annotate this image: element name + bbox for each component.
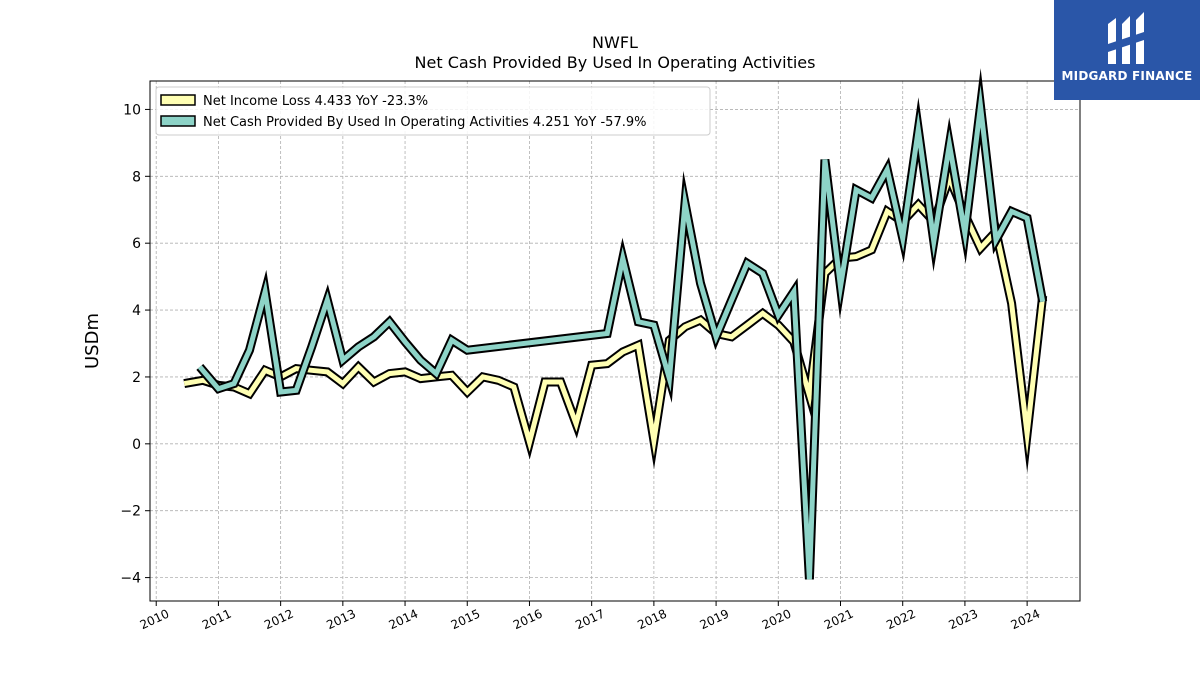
y-tick-label: 6 [132,236,141,252]
legend: Net Income Loss 4.433 YoY -23.3% Net Cas… [155,86,711,136]
y-axis-label: USDm [82,313,103,369]
y-tick-label: 8 [132,169,141,185]
chart-subtitle: Net Cash Provided By Used In Operating A… [415,53,816,72]
x-tick-label: 2021 [822,607,856,633]
legend-label-net-income: Net Income Loss 4.433 YoY -23.3% [203,94,428,109]
x-tick-label: 2015 [449,607,483,633]
series-line-1 [197,85,1046,580]
x-tick-label: 2023 [946,607,980,633]
chart-title: NWFL [592,33,638,52]
legend-swatch-operating-cash [160,115,196,127]
y-tick-label: 4 [132,303,141,319]
x-axis: 2010 2011 2012 2013 2014 2015 2016 2017 2018 2019… [138,601,1043,633]
x-tick-label: 2019 [698,607,732,633]
y-tick-label: 0 [132,437,141,453]
legend-swatch-net-income [160,94,196,106]
plot-frame [149,80,1081,602]
x-tick-label: 2012 [262,607,296,633]
grid [150,81,1080,601]
x-tick-label: 2017 [573,607,607,633]
legend-label-operating-cash: Net Cash Provided By Used In Operating A… [203,115,646,130]
x-tick-label: 2013 [324,607,358,633]
legend-box [155,86,711,136]
y-axis: −4 −2 0 2 4 6 8 10 [120,102,150,587]
x-tick-label: 2024 [1009,607,1043,633]
x-tick-label: 2011 [200,607,234,633]
series-outline-1 [196,68,1048,580]
x-tick-label: 2022 [884,607,918,633]
x-tick-label: 2010 [138,607,172,633]
y-tick-label: −4 [120,571,141,587]
y-tick-label: 2 [132,370,141,386]
y-tick-label: −2 [120,504,141,520]
y-tick-label: 10 [123,102,141,118]
x-tick-label: 2018 [635,607,669,633]
x-tick-label: 2020 [760,607,794,633]
x-tick-label: 2016 [511,607,545,633]
midgard-logo-icon [1108,12,1144,64]
x-tick-label: 2014 [387,607,421,633]
midgard-logo: MIDGARD FINANCE [1054,0,1200,100]
logo-text: MIDGARD FINANCE [1061,69,1193,83]
series-lines [183,68,1048,580]
